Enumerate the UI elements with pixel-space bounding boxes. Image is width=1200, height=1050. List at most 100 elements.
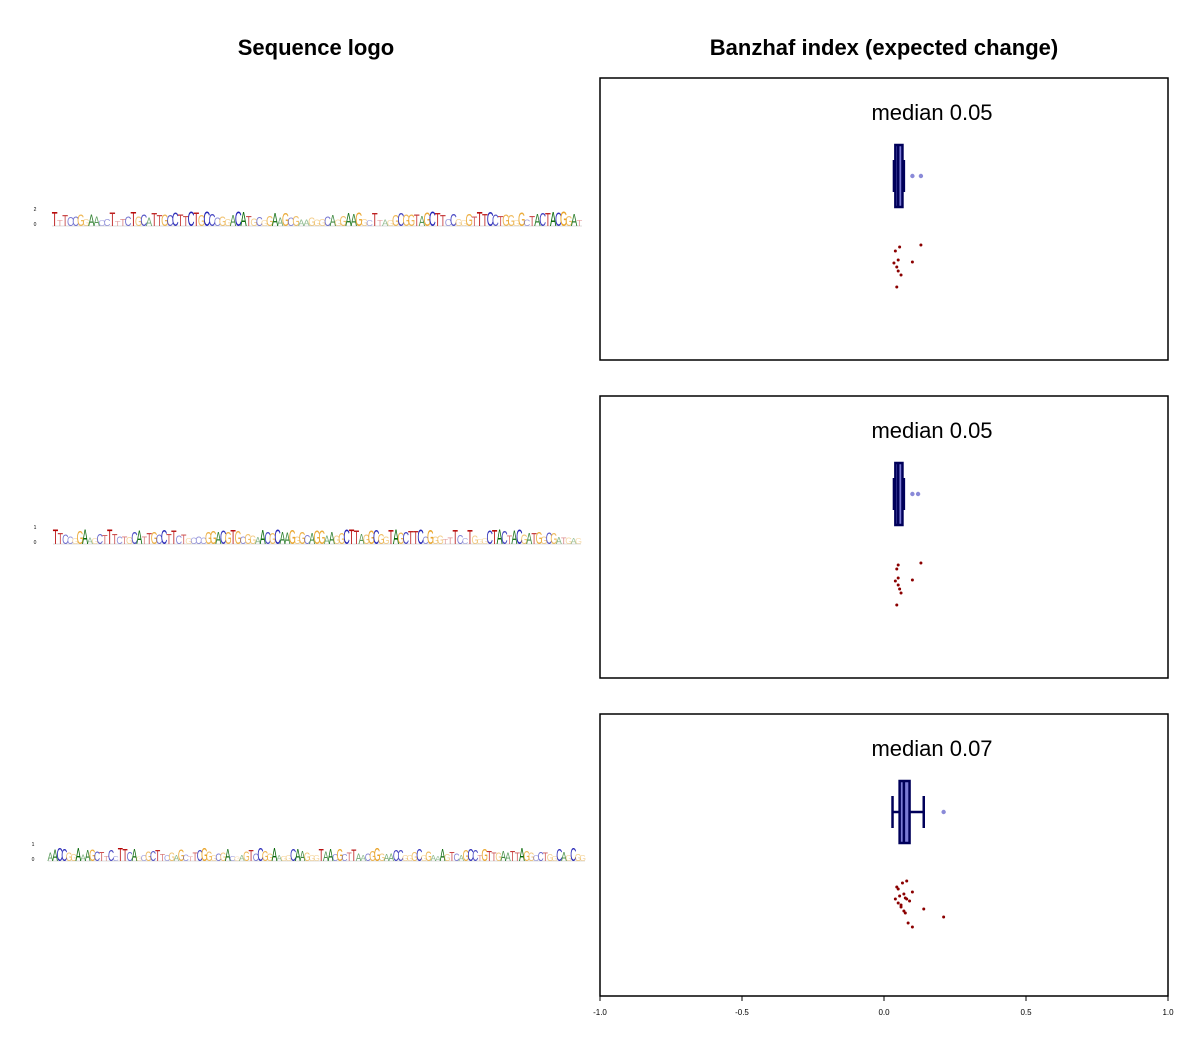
logo-letter: C bbox=[546, 529, 553, 548]
logo-letter: A bbox=[87, 536, 94, 546]
logo-letter: G bbox=[234, 855, 241, 863]
logo-letter: C bbox=[67, 216, 74, 230]
logo-letter: A bbox=[303, 218, 310, 228]
logo-letter: T bbox=[448, 536, 454, 546]
logo-letter: G bbox=[309, 854, 316, 863]
logo-letter: T bbox=[58, 529, 63, 548]
logo-letter: C bbox=[570, 846, 576, 867]
logo-letter: T bbox=[529, 213, 535, 230]
logo-letter: C bbox=[253, 852, 259, 864]
logo-letter: C bbox=[533, 853, 539, 863]
logo-letter: G bbox=[220, 852, 227, 865]
logo-letter: G bbox=[403, 211, 410, 229]
logo-letter: C bbox=[487, 209, 494, 231]
logo-ytick: 0 bbox=[32, 857, 35, 863]
banzhaf-panel-3: median 0.07 bbox=[599, 713, 1169, 997]
logo-letter: T bbox=[157, 212, 163, 230]
logo-letter: G bbox=[313, 218, 320, 228]
logo-letter: A bbox=[561, 850, 567, 864]
logo-letter: T bbox=[443, 537, 448, 546]
logo-letter: T bbox=[193, 852, 199, 865]
logo-letter: C bbox=[492, 211, 499, 229]
logo-letter: C bbox=[287, 216, 294, 229]
logo-letter: C bbox=[214, 216, 221, 229]
logo-letter: G bbox=[541, 535, 548, 547]
banzhaf-panel-1: median 0.05 bbox=[599, 77, 1169, 361]
logo-letter: C bbox=[373, 527, 379, 549]
logo-letter: A bbox=[430, 853, 436, 863]
logo-letter: G bbox=[304, 852, 311, 865]
logo-letter: G bbox=[151, 529, 158, 549]
x-axis: -1.0 -0.5 0.0 0.5 1.0 bbox=[593, 996, 1174, 1017]
logo-letter: T bbox=[107, 526, 112, 550]
logo-letter: T bbox=[118, 846, 123, 867]
logo-letter: C bbox=[264, 528, 270, 548]
data-point bbox=[906, 921, 910, 925]
logo-letter: C bbox=[416, 846, 422, 865]
logo-letter: T bbox=[319, 844, 324, 864]
logo-letter: G bbox=[425, 849, 432, 865]
logo-letter: C bbox=[450, 210, 457, 230]
logo-letter: G bbox=[282, 211, 289, 231]
logo-letter: A bbox=[174, 853, 180, 863]
data-point bbox=[893, 897, 897, 901]
logo-letter: A bbox=[526, 529, 532, 548]
logo-letter: A bbox=[419, 213, 426, 230]
logo-letter: A bbox=[500, 849, 506, 865]
logo-letter: A bbox=[48, 852, 54, 865]
logo-letter: T bbox=[477, 209, 483, 231]
median-label: median 0.05 bbox=[871, 100, 992, 125]
data-point bbox=[895, 603, 899, 607]
logo-letter: T bbox=[510, 848, 515, 865]
logo-letter: G bbox=[319, 218, 326, 229]
logo-letter: G bbox=[547, 852, 554, 863]
data-point bbox=[899, 273, 903, 277]
logo-letter: T bbox=[188, 855, 194, 863]
logo-letter: G bbox=[476, 538, 483, 546]
logo-letter: A bbox=[330, 211, 336, 229]
logo-letter: T bbox=[467, 527, 473, 549]
logo-letter: G bbox=[368, 527, 375, 549]
logo-letter: G bbox=[550, 530, 557, 547]
logo-letter: C bbox=[188, 207, 195, 232]
data-point bbox=[895, 285, 899, 289]
logo-letter: A bbox=[295, 844, 301, 865]
logo-letter: T bbox=[109, 210, 115, 232]
data-point bbox=[899, 591, 903, 595]
logo-letter: A bbox=[82, 526, 88, 549]
data-point bbox=[895, 567, 899, 571]
logo-letter: C bbox=[57, 846, 63, 867]
logo-letter: T bbox=[151, 211, 157, 231]
logo-letter: G bbox=[379, 852, 386, 864]
logo-letter: G bbox=[502, 211, 509, 229]
sequence-logo-title: Sequence logo bbox=[238, 35, 394, 60]
logo-letter: C bbox=[341, 852, 347, 863]
logo-letter: A bbox=[80, 853, 86, 863]
logo-letter: G bbox=[267, 852, 274, 864]
logo-letter: G bbox=[135, 214, 142, 229]
logo-letter: G bbox=[333, 535, 340, 547]
data-point bbox=[893, 579, 897, 583]
logo-letter: T bbox=[414, 211, 420, 229]
logo-letter: A bbox=[279, 528, 285, 548]
logo-letter: C bbox=[183, 853, 189, 863]
data-point bbox=[895, 265, 899, 269]
logo-letter: A bbox=[382, 218, 389, 228]
logo-letter: T bbox=[449, 850, 454, 864]
logo-letter: G bbox=[378, 531, 385, 548]
logo-letter: C bbox=[172, 209, 179, 231]
outlier-point bbox=[910, 173, 915, 179]
logo-letter: G bbox=[206, 850, 213, 864]
banzhaf-title: Banzhaf index (expected change) bbox=[710, 35, 1058, 60]
logo-letter: C bbox=[422, 535, 428, 547]
logo-letter: C bbox=[501, 529, 507, 549]
outlier-point bbox=[941, 809, 946, 815]
logo-letter: T bbox=[130, 208, 136, 231]
logo-letter: C bbox=[94, 850, 100, 865]
logo-letter: G bbox=[249, 534, 256, 548]
logo-letter: A bbox=[132, 844, 138, 864]
logo-letter: T bbox=[354, 527, 359, 549]
logo-letter: A bbox=[511, 529, 517, 550]
logo-letter: C bbox=[516, 526, 523, 549]
logo-letter: T bbox=[492, 527, 498, 549]
